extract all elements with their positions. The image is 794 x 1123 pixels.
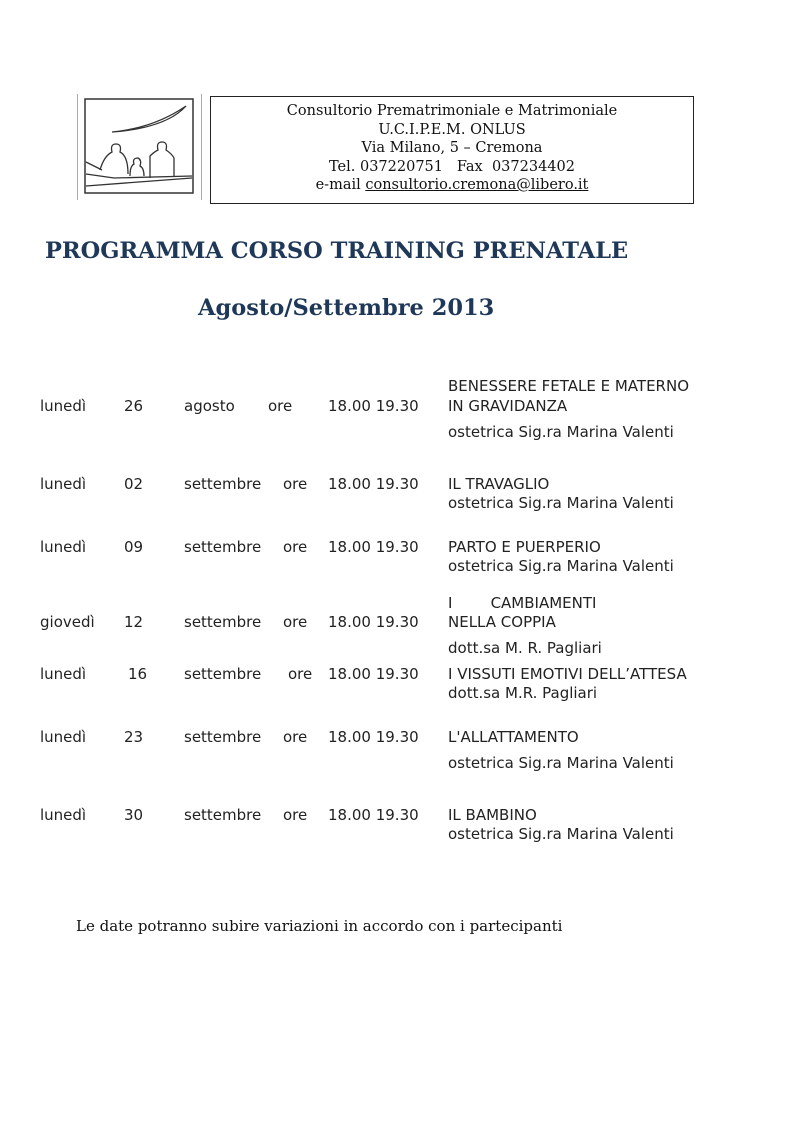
page-title: PROGRAMMA CORSO TRAINING PRENATALE bbox=[45, 238, 629, 264]
session-time: 18.00 19.30 bbox=[328, 728, 419, 746]
session-date: 09 bbox=[124, 538, 144, 556]
session-day: lunedì bbox=[40, 806, 87, 824]
session-speaker: dott.sa M.R. Pagliari bbox=[448, 684, 598, 702]
session-day: lunedì bbox=[40, 397, 87, 415]
session-month: settembre bbox=[184, 613, 262, 631]
page-subtitle: Agosto/Settembre 2013 bbox=[198, 295, 495, 321]
session-speaker: ostetrica Sig.ra Marina Valenti bbox=[448, 754, 674, 772]
session-time: 18.00 19.30 bbox=[328, 475, 419, 493]
header-contact-box: Consultorio Prematrimoniale e Matrimonia… bbox=[210, 96, 694, 204]
session-day: lunedì bbox=[40, 475, 87, 493]
org-acronym: U.C.I.P.E.M. ONLUS bbox=[378, 121, 526, 138]
session-day: lunedì bbox=[40, 728, 87, 746]
session-topic: I VISSUTI EMOTIVI DELL’ATTESA bbox=[448, 665, 687, 683]
session-speaker: dott.sa M. R. Pagliari bbox=[448, 639, 602, 657]
session-speaker: ostetrica Sig.ra Marina Valenti bbox=[448, 825, 674, 843]
session-topic: IL BAMBINO bbox=[448, 806, 537, 824]
consultorio-logo bbox=[84, 98, 194, 194]
address: Via Milano, 5 – Cremona bbox=[361, 140, 543, 156]
session-month: settembre bbox=[184, 806, 262, 824]
session-time: 18.00 19.30 bbox=[328, 665, 419, 683]
session-date: 30 bbox=[124, 806, 144, 824]
session-speaker: ostetrica Sig.ra Marina Valenti bbox=[448, 494, 674, 512]
session-topic: I CAMBIAMENTI bbox=[448, 594, 597, 612]
email-line: e-mail consultorio.cremona@libero.it bbox=[211, 176, 693, 195]
session-ore-label: ore bbox=[288, 665, 313, 683]
divider bbox=[77, 94, 78, 200]
session-ore-label: ore bbox=[283, 475, 308, 493]
session-day: lunedì bbox=[40, 665, 87, 683]
session-month: settembre bbox=[184, 728, 262, 746]
session-topic: NELLA COPPIA bbox=[448, 613, 556, 631]
session-ore-label: ore bbox=[268, 397, 293, 415]
email-label: e-mail bbox=[315, 177, 366, 193]
session-topic: IN GRAVIDANZA bbox=[448, 397, 568, 415]
session-month: settembre bbox=[184, 538, 262, 556]
session-day: giovedì bbox=[40, 613, 95, 631]
session-speaker: ostetrica Sig.ra Marina Valenti bbox=[448, 423, 674, 441]
session-date: 23 bbox=[124, 728, 144, 746]
session-speaker: ostetrica Sig.ra Marina Valenti bbox=[448, 557, 674, 575]
phone-fax: Tel. 037220751 Fax 037234402 bbox=[329, 158, 575, 175]
session-day: lunedì bbox=[40, 538, 87, 556]
session-time: 18.00 19.30 bbox=[328, 538, 419, 556]
session-date: 02 bbox=[124, 475, 144, 493]
session-ore-label: ore bbox=[283, 538, 308, 556]
session-ore-label: ore bbox=[283, 728, 308, 746]
session-date: 26 bbox=[124, 397, 144, 415]
session-ore-label: ore bbox=[283, 806, 308, 824]
session-month: settembre bbox=[184, 665, 262, 683]
session-month: settembre bbox=[184, 475, 262, 493]
footnote: Le date potranno subire variazioni in ac… bbox=[76, 917, 563, 935]
session-topic: IL TRAVAGLIO bbox=[448, 475, 550, 493]
session-time: 18.00 19.30 bbox=[328, 613, 419, 631]
email-link[interactable]: consultorio.cremona@libero.it bbox=[365, 177, 589, 193]
session-time: 18.00 19.30 bbox=[328, 806, 419, 824]
session-date: 16 bbox=[128, 665, 148, 683]
session-ore-label: ore bbox=[283, 613, 308, 631]
session-date: 12 bbox=[124, 613, 144, 631]
org-name: Consultorio Prematrimoniale e Matrimonia… bbox=[286, 103, 618, 119]
session-topic: BENESSERE FETALE E MATERNO bbox=[448, 377, 689, 395]
session-month: agosto bbox=[184, 397, 235, 415]
session-topic: L'ALLATTAMENTO bbox=[448, 728, 579, 746]
session-time: 18.00 19.30 bbox=[328, 397, 419, 415]
session-topic: PARTO E PUERPERIO bbox=[448, 538, 601, 556]
divider bbox=[201, 94, 202, 200]
